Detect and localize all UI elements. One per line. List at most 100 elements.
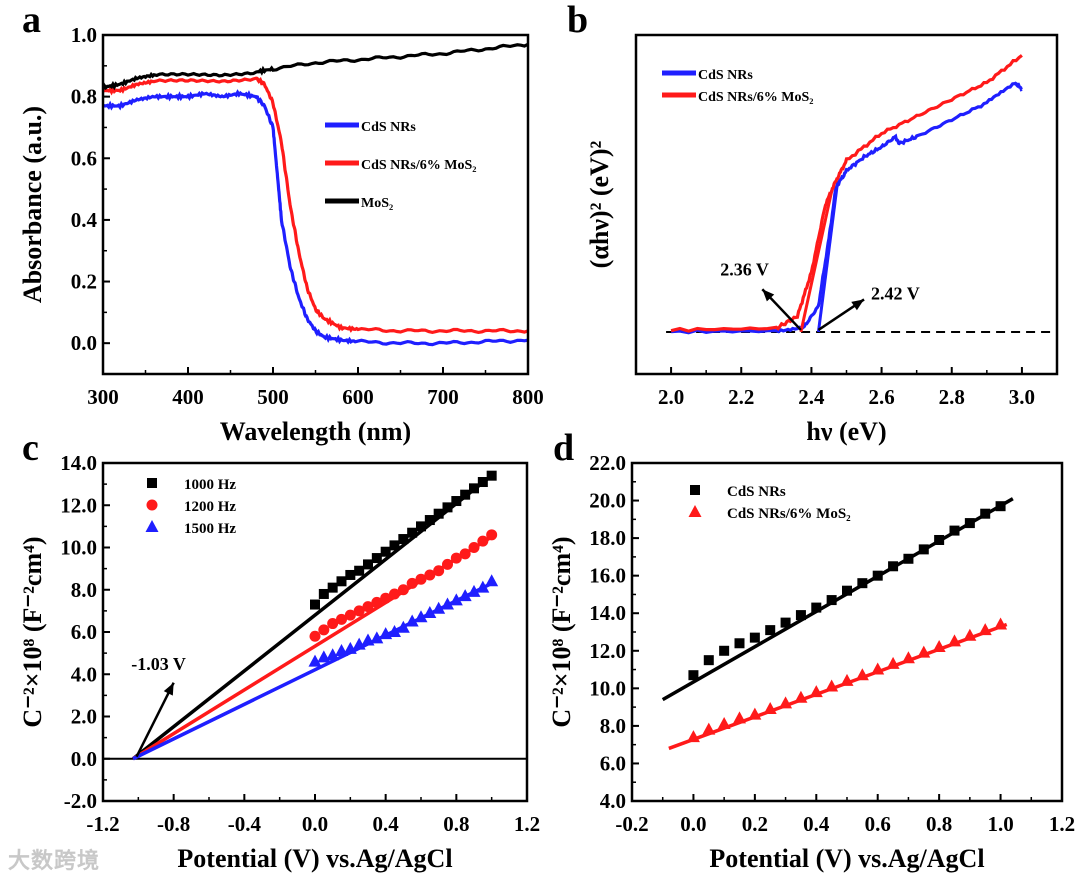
legend-marker xyxy=(146,499,158,511)
y-axis-label: C⁻²×10⁸ (F⁻²cm⁴) xyxy=(18,536,47,727)
series-1500-hz-point xyxy=(405,614,419,627)
legend-label: MoS₂ xyxy=(361,196,393,211)
x-tick-label: -0.2 xyxy=(615,812,648,836)
legend-label: 1000 Hz xyxy=(184,477,236,493)
series-1000-hz-point xyxy=(354,565,365,576)
x-tick-label: 600 xyxy=(342,385,374,409)
panel-letter: b xyxy=(567,0,588,41)
annotation-label: -1.03 V xyxy=(131,654,186,674)
series-1500-hz-point xyxy=(326,648,340,661)
legend-label: CdS NRs xyxy=(727,484,786,500)
series-1000-hz-point xyxy=(477,477,488,488)
x-tick-label: 400 xyxy=(172,385,204,409)
legend-marker xyxy=(690,485,700,495)
y-tick-label: 0.2 xyxy=(71,270,97,294)
series-cds-nrs-6-mos--point xyxy=(917,645,931,658)
x-tick-label: 0.4 xyxy=(803,812,830,836)
series-cds-nrs-6-mos--point xyxy=(733,711,746,724)
series-1200-hz-point xyxy=(406,577,418,589)
series-cds-nrs-point xyxy=(842,585,852,596)
series-cds-nrs-point xyxy=(765,625,776,636)
y-tick-label: 14.0 xyxy=(60,451,97,475)
series-cds-nrs-line xyxy=(103,89,528,347)
x-tick-label: 1.2 xyxy=(1049,812,1075,836)
series-1500-hz-point xyxy=(414,610,428,623)
x-axis-label: hν (eV) xyxy=(806,417,886,446)
x-tick-label: 0.0 xyxy=(302,812,328,836)
series-1500-hz-point xyxy=(476,580,490,593)
series-1200-hz-point xyxy=(397,584,409,596)
series-1000-hz-point xyxy=(442,502,453,513)
x-tick-label: 500 xyxy=(257,385,289,409)
annotation-label: 2.36 V xyxy=(720,260,769,280)
series-cds-nrs-point xyxy=(826,595,837,606)
series-1200-hz-point xyxy=(309,630,321,642)
series-1200-hz-point xyxy=(468,542,480,553)
plot-frame xyxy=(101,33,530,376)
series-1000-hz-point xyxy=(424,515,435,526)
series-1500-hz-point xyxy=(396,620,410,633)
series-cds-nrs-6-mos--point xyxy=(948,634,961,647)
series-1200-hz-point xyxy=(424,569,436,581)
series-1000-hz-point xyxy=(345,569,356,580)
y-tick-label: 12.0 xyxy=(60,493,97,517)
x-tick-label: 700 xyxy=(427,385,459,409)
series-cds-nrs-6-mos--point xyxy=(809,685,823,698)
legend-marker xyxy=(145,520,159,532)
series-1200-hz-point xyxy=(442,558,453,570)
panel-d: d -0.2 0.0 0.2 0.4 0.6 0.8 1.0 1.2 4.0 6.0 8.0 10.0 1… xyxy=(547,427,1075,873)
series-cds-nrs-6-mos--point xyxy=(794,690,808,703)
series-1200-hz-point xyxy=(486,529,498,541)
series-cds-nrs-point xyxy=(734,638,745,649)
y-tick-label: 4.0 xyxy=(600,789,626,813)
series-mos--line xyxy=(103,42,528,91)
series-1200-hz-point xyxy=(380,592,392,604)
series-cds-nrs-line xyxy=(670,81,1023,335)
series-1000-hz-point xyxy=(398,534,409,545)
annotation-label: 2.42 V xyxy=(871,283,920,303)
series-1500-hz-point xyxy=(458,589,472,602)
series-1200-hz-point xyxy=(459,548,471,560)
x-tick-label: 2.0 xyxy=(658,385,684,409)
series-cds-nrs-6-mos--point xyxy=(763,701,777,714)
y-tick-label: 0.4 xyxy=(71,208,98,232)
series-1200-hz-point xyxy=(344,609,356,621)
series-1200-hz-point xyxy=(450,552,462,564)
series-cds-nrs-point xyxy=(703,655,714,666)
series-1500-hz-point xyxy=(441,597,454,610)
x-tick-label: 0.8 xyxy=(443,812,469,836)
series-1000-hz-point xyxy=(407,527,418,538)
plot-frame xyxy=(630,461,1064,803)
series-1200-hz-point xyxy=(336,613,347,625)
series-1500-hz-point xyxy=(423,605,437,618)
y-tick-label: 20.0 xyxy=(589,489,626,513)
series-1200-hz-point xyxy=(318,624,330,636)
plot-area xyxy=(666,54,1057,335)
series-cds-nrs-6-mos--point xyxy=(825,679,839,692)
y-tick-label: 10.0 xyxy=(60,536,97,560)
y-axis-label: (αhν)² (eV)² xyxy=(585,140,614,268)
series-1500-hz-point xyxy=(343,641,357,654)
series-cds-nrs-point xyxy=(980,508,991,519)
y-tick-label: 0.0 xyxy=(71,331,97,355)
x-tick-label: 0.0 xyxy=(680,812,706,836)
series-cds-nrs-6-mos--point xyxy=(702,722,716,735)
panel-b: b 2.0 2.2 2.4 2.6 2.8 3.0 hν (eV) (αhν)² (eV)² Cd… xyxy=(567,0,1059,446)
y-tick-label: 14.0 xyxy=(589,601,626,625)
series-1200-hz-point xyxy=(353,605,365,617)
x-tick-label: -0.8 xyxy=(157,812,190,836)
series-1000-hz-point xyxy=(389,540,400,551)
series-cds-nrs-point xyxy=(949,525,960,536)
series-1000-hz-point xyxy=(363,559,373,570)
panel-letter: a xyxy=(22,0,41,41)
series-1500-hz-point xyxy=(388,625,401,637)
series-cds-nrs-point xyxy=(964,518,975,529)
x-tick-label: 2.4 xyxy=(798,385,825,409)
y-tick-label: 8.0 xyxy=(71,578,97,602)
y-tick-label: 0.8 xyxy=(71,85,97,109)
series-cds-nrs-point xyxy=(857,578,868,589)
series-cds-nrs-point xyxy=(934,534,945,545)
y-tick-label: 22.0 xyxy=(589,451,626,475)
y-tick-label: 0.6 xyxy=(71,146,97,170)
